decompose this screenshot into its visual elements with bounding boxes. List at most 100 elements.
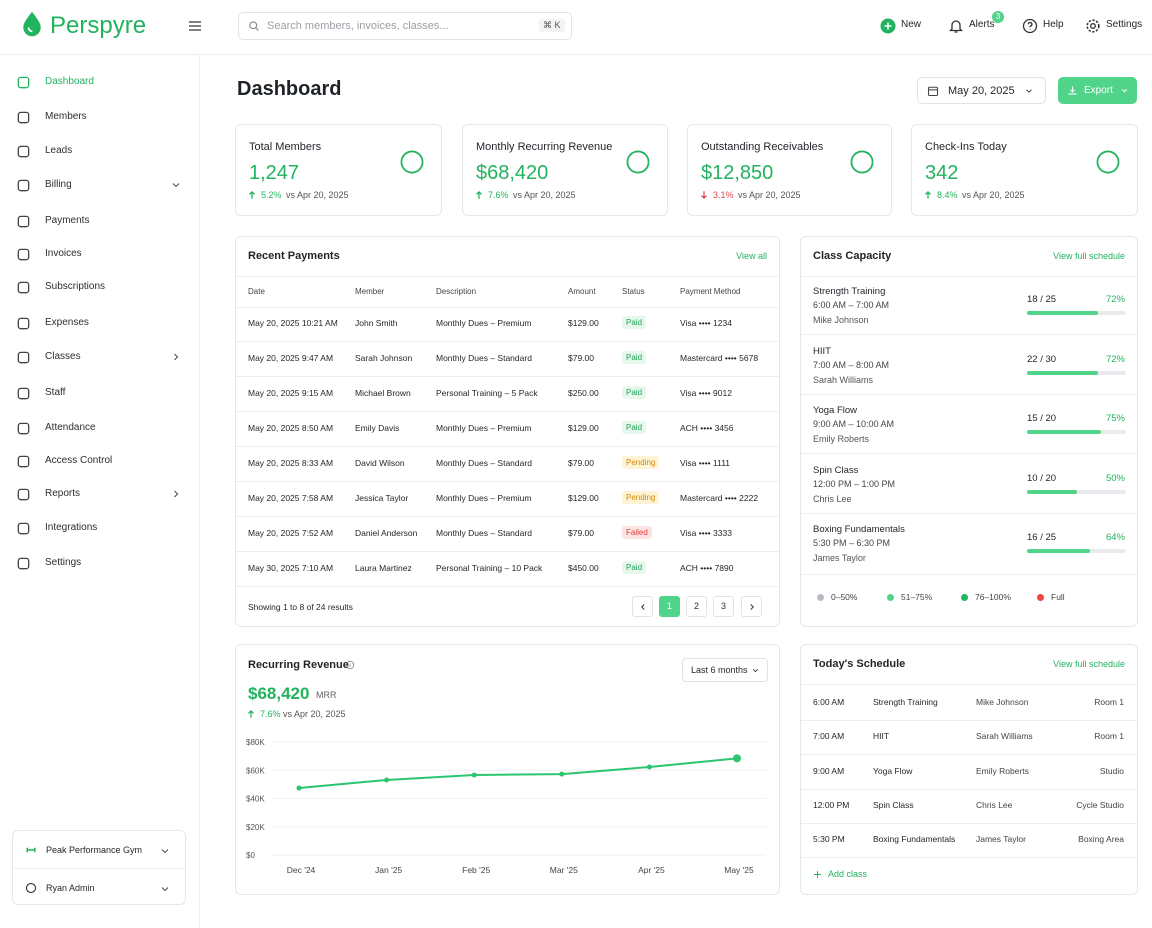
gym-name[interactable]: Peak Performance Gym (46, 845, 143, 855)
calendar-icon (927, 86, 939, 97)
delta-arrow (249, 190, 255, 199)
range-label: Last 6 months (691, 665, 748, 675)
page-button[interactable]: 3 (713, 596, 734, 617)
divider (801, 334, 1137, 335)
nav-item[interactable]: Billing (45, 179, 72, 190)
date-picker[interactable]: May 20, 2025 (917, 77, 1046, 104)
page-title: Dashboard (237, 78, 342, 100)
action-label[interactable]: Settings (1106, 19, 1143, 30)
menu-toggle[interactable] (187, 18, 203, 34)
divider (801, 720, 1137, 721)
nav-item[interactable]: Access Control (45, 455, 113, 466)
schedule-instructor: Emily Roberts (976, 765, 1029, 776)
capacity-bar (1027, 489, 1077, 494)
divider (801, 754, 1137, 756)
nav-item[interactable]: Classes (45, 351, 81, 362)
chevron (752, 669, 759, 673)
nav-item[interactable]: Payments (45, 215, 90, 226)
table-cell: $79.00 (568, 458, 594, 468)
card-title: Recurring Revenue (248, 659, 349, 671)
table-cell: Personal Training – 10 Pack (436, 563, 543, 573)
delta-arrow (701, 191, 707, 200)
nav-icon (17, 179, 30, 192)
header-border (0, 54, 1152, 55)
nav-item[interactable]: Dashboard (45, 76, 94, 87)
action-label[interactable]: Alerts (969, 19, 995, 30)
divider (236, 481, 779, 482)
export-button[interactable]: Export (1058, 77, 1137, 104)
nav-item[interactable]: Leads (45, 145, 73, 156)
schedule-class: Strength Training (873, 697, 938, 707)
class-instructor: Emily Roberts (813, 434, 870, 444)
table-cell: Monthly Dues – Premium (436, 493, 532, 503)
kpi-note: vs Apr 20, 2025 (962, 190, 1025, 200)
divider (236, 307, 779, 308)
table-cell: $129.00 (568, 423, 599, 433)
table-cell: $250.00 (568, 388, 599, 398)
user-name[interactable]: Ryan Admin (46, 883, 95, 893)
nav-chevron (174, 490, 179, 498)
page-button[interactable]: 2 (686, 596, 707, 617)
download-icon (1068, 86, 1077, 95)
nav-item[interactable]: Members (45, 111, 87, 122)
table-cell: Visa •••• 1111 (680, 458, 731, 468)
kpi-delta: 8.4% (937, 190, 958, 200)
next-icon (750, 604, 754, 610)
class-percent: 75% (1105, 413, 1125, 424)
schedule-time: 6:00 AM (813, 697, 845, 707)
nav-item[interactable]: Reports (45, 488, 81, 499)
class-time: 7:00 AM – 8:00 AM (813, 359, 890, 370)
status-badge: Paid (622, 561, 647, 574)
add-class[interactable]: Add class (828, 869, 868, 879)
page-button[interactable] (632, 596, 653, 617)
action-icon (1022, 18, 1038, 34)
table-cell: May 20, 2025 9:15 AM (248, 388, 334, 398)
nav-item[interactable]: Settings (45, 557, 82, 568)
class-percent: 72% (1105, 353, 1125, 365)
class-instructor: Chris Lee (813, 493, 852, 504)
nav-item[interactable]: Invoices (45, 248, 82, 259)
range-dropdown[interactable]: Last 6 months (682, 658, 768, 682)
results-summary: Showing 1 to 8 of 24 results (248, 602, 353, 612)
nav-item[interactable]: Subscriptions (45, 281, 106, 292)
table-cell: May 20, 2025 7:52 AM (248, 528, 334, 538)
class-instructor: James Taylor (813, 553, 866, 563)
legend-dot (817, 594, 824, 601)
action-label[interactable]: New (901, 19, 922, 30)
schedule-room: Room 1 (1094, 697, 1124, 707)
legend-dot (961, 594, 968, 601)
schedule-time: 7:00 AM (813, 731, 845, 742)
status-badge: Paid (622, 351, 647, 364)
chevron (1121, 89, 1128, 93)
date-label: May 20, 2025 (948, 85, 1015, 97)
kpi-value: 1,247 (249, 162, 300, 184)
nav-item[interactable]: Integrations (45, 522, 98, 533)
table-cell: May 20, 2025 10:21 AM (248, 318, 338, 328)
schedule-link[interactable]: View full schedule (1053, 251, 1125, 261)
divider (236, 516, 779, 517)
nav-item[interactable]: Staff (45, 387, 66, 398)
search-box[interactable]: Search members, invoices, classes... ⌘ K (238, 12, 572, 40)
class-count: 10 / 20 (1027, 472, 1057, 484)
view-all-link[interactable]: View all (736, 251, 767, 261)
mrr-unit: MRR (316, 690, 337, 700)
table-cell: May 20, 2025 8:33 AM (248, 458, 334, 468)
action-label[interactable]: Help (1043, 19, 1064, 30)
schedule-class: Yoga Flow (873, 765, 913, 776)
kpi-note: vs Apr 20, 2025 (513, 190, 576, 200)
action-icon (1086, 19, 1100, 33)
page-button[interactable]: 1 (659, 596, 680, 617)
nav-icon (17, 248, 30, 261)
brand: Perspyre (50, 12, 147, 39)
nav-item[interactable]: Expenses (45, 317, 89, 328)
page-button[interactable] (741, 596, 762, 617)
class-count: 15 / 20 (1027, 413, 1057, 424)
kpi-icon (626, 150, 650, 174)
schedule-link[interactable]: View full schedule (1053, 659, 1125, 669)
nav-item[interactable]: Attendance (45, 422, 96, 433)
class-count: 22 / 30 (1027, 353, 1057, 365)
kpi-label: Monthly Recurring Revenue (476, 141, 613, 153)
divider (801, 788, 1137, 790)
divider (801, 393, 1137, 395)
table-cell: Monthly Dues – Standard (436, 353, 532, 363)
